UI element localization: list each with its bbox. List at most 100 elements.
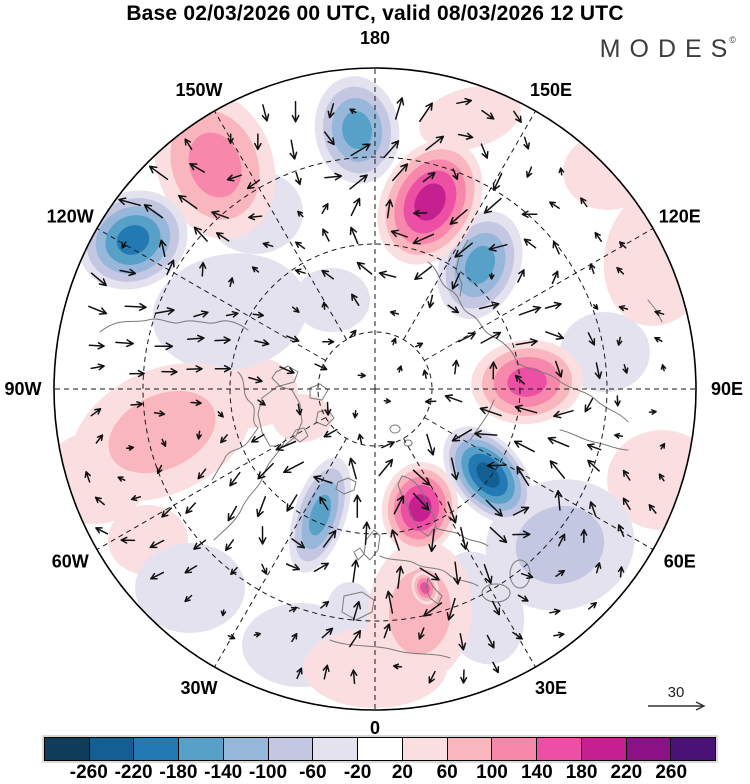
wind-arrow (422, 369, 429, 379)
wind-arrow (558, 533, 566, 547)
wind-arrow (492, 661, 500, 674)
wind-arrow (324, 172, 343, 181)
wind-arrow (197, 468, 207, 480)
colorbar-cell (268, 738, 314, 760)
wind-arrow (521, 210, 538, 218)
longitude-label-90W: 90W (4, 379, 41, 399)
latitude-circle (142, 156, 608, 622)
wind-arrow (414, 265, 433, 281)
wind-arrow (554, 360, 563, 378)
wind-arrow (419, 102, 433, 123)
wind-arrow (323, 428, 338, 438)
wind-arrow (94, 496, 105, 506)
wind-arrow (120, 536, 136, 544)
wind-arrow (196, 430, 203, 440)
wind-arrow (616, 266, 625, 275)
coastline-path (647, 299, 663, 323)
wind-arrow (523, 238, 537, 249)
wind-arrow (378, 458, 394, 477)
wind-arrow (458, 633, 467, 651)
wind-arrow (313, 475, 333, 484)
wind-arrow (648, 409, 657, 415)
wind-arrow (549, 460, 566, 479)
wind-arrow (427, 294, 435, 309)
anomaly-contour (294, 268, 370, 332)
wind-arrow (483, 563, 493, 585)
wind-arrow (523, 136, 530, 150)
wind-arrow (547, 436, 570, 448)
wind-arrow (253, 631, 262, 638)
wind-arrow (258, 526, 267, 545)
coastline-path (341, 591, 375, 621)
wind-arrow (225, 310, 239, 318)
chart-title: Base 02/03/2026 00 UTC, valid 08/03/2026… (126, 2, 624, 25)
colorbar-tick-label: -20 (343, 762, 372, 783)
wind-arrow (95, 527, 109, 535)
wind-arrow (184, 565, 198, 574)
wind-arrow (558, 167, 565, 176)
wind-arrow (90, 363, 105, 371)
wind-arrow (327, 103, 335, 119)
wind-arrow (261, 104, 270, 122)
wind-arrow (458, 332, 476, 343)
wind-arrow (193, 310, 209, 318)
wind-arrow (161, 507, 173, 518)
wind-arrow (617, 566, 625, 578)
wind-arrow (412, 492, 430, 511)
wind-arrow (520, 572, 534, 580)
wind-arrow (351, 293, 360, 306)
wind-arrow (412, 469, 431, 486)
wind-arrow (357, 372, 367, 379)
meridian-line (403, 110, 536, 340)
wind-arrow (486, 461, 507, 470)
wind-arrow (185, 502, 197, 514)
wind-arrow (161, 368, 178, 376)
longitude-label-60W: 60W (52, 552, 89, 572)
wind-arrow (283, 461, 305, 474)
wind-arrow (451, 272, 461, 290)
wind-vector-layer (84, 97, 667, 685)
wind-arrow (544, 301, 562, 310)
wind-arrow (392, 663, 403, 670)
coastline-path (353, 529, 381, 561)
colorbar-tick-label: 20 (391, 762, 413, 783)
wind-arrow (658, 473, 665, 482)
wind-arrow (350, 197, 361, 217)
wind-arrow (580, 529, 588, 544)
wind-arrow (125, 445, 135, 451)
wind-arrow (121, 241, 127, 249)
wind-arrow (193, 539, 207, 550)
wind-arrow (190, 399, 202, 407)
wind-arrow (424, 398, 437, 405)
wind-arrow (297, 210, 304, 218)
wind-arrow (90, 408, 102, 417)
anomaly-contour (515, 505, 605, 585)
anomaly-contour (342, 110, 372, 150)
colorbar-tick-label: -180 (159, 762, 198, 783)
colorbar-cell (89, 738, 135, 760)
colorbar-tick-label: -220 (114, 762, 153, 783)
wind-arrow (392, 163, 409, 182)
colorbar-tick-label: 220 (610, 762, 643, 783)
wind-arrow (481, 109, 495, 120)
wind-arrow (262, 241, 274, 248)
wind-arrow (230, 566, 238, 576)
coastline-path (397, 475, 437, 537)
wind-arrow (587, 601, 598, 610)
wind-arrow (184, 594, 193, 603)
wind-arrow (514, 404, 538, 414)
wind-arrow (549, 608, 561, 615)
colorbar-cell (179, 738, 224, 760)
wind-arrow (88, 305, 108, 315)
colorbar-ticks: -260 -220 -180 -140 -100 -60 -20 20 60 100 140 180 2… (44, 762, 716, 783)
wind-arrow (154, 342, 174, 351)
wind-arrow (250, 433, 265, 443)
wind-arrow (156, 464, 163, 475)
wind-arrow (654, 309, 665, 316)
wind-arrow (320, 600, 330, 609)
colorbar-cell (626, 738, 672, 760)
wind-arrow (217, 411, 224, 418)
longitude-label-150E: 150E (530, 80, 572, 100)
wind-arrow (423, 602, 443, 617)
wind-arrow (291, 538, 306, 549)
